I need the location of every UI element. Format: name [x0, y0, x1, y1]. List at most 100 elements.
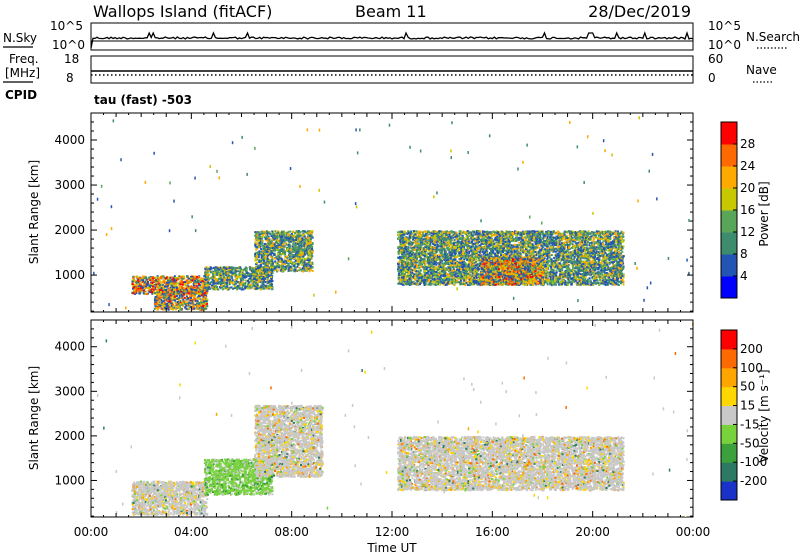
data-pixel	[209, 268, 211, 271]
data-pixel	[296, 265, 299, 268]
data-pixel	[306, 242, 309, 245]
data-pixel	[193, 293, 196, 296]
data-pixel	[192, 307, 195, 310]
data-pixel	[298, 269, 301, 272]
data-pixel	[232, 267, 235, 270]
data-pixel	[160, 287, 163, 290]
data-pixel	[258, 242, 261, 244]
data-pixel	[205, 280, 208, 283]
data-pixel	[257, 285, 260, 288]
data-pixel	[252, 278, 255, 280]
data-pixel	[239, 267, 242, 270]
data-pixel	[233, 273, 236, 276]
data-pixel	[273, 247, 276, 250]
data-pixel	[166, 281, 168, 284]
data-pixel	[162, 304, 165, 307]
data-pixel	[185, 297, 188, 300]
data-pixel	[294, 243, 297, 246]
data-pixel	[231, 279, 234, 282]
data-pixel	[198, 296, 200, 299]
data-pixel	[295, 237, 298, 240]
data-pixel	[272, 242, 275, 245]
data-pixel	[410, 232, 413, 235]
data-pixel	[548, 241, 551, 243]
data-pixel	[225, 287, 228, 290]
data-pixel	[256, 231, 259, 234]
data-pixel	[178, 308, 181, 311]
data-pixel	[251, 277, 253, 280]
data-pixel	[159, 304, 162, 307]
data-pixel	[284, 232, 287, 235]
data-pixel	[258, 259, 261, 262]
data-pixel	[180, 290, 183, 293]
data-pixel	[608, 280, 611, 283]
data-pixel	[157, 283, 160, 286]
data-pixel	[617, 230, 619, 233]
data-pixel	[279, 256, 282, 259]
data-pixel	[307, 245, 310, 248]
data-pixel	[216, 280, 218, 282]
data-pixel	[179, 303, 182, 306]
data-pixel	[183, 287, 186, 290]
data-pixel	[247, 279, 250, 282]
data-pixel	[154, 299, 156, 302]
data-pixel	[620, 232, 623, 235]
data-pixel	[439, 283, 442, 286]
data-pixel	[278, 261, 281, 263]
data-pixel	[140, 289, 143, 292]
data-pixel	[439, 270, 441, 273]
data-pixel	[142, 275, 145, 278]
data-pixel	[164, 294, 167, 297]
data-pixel	[254, 254, 257, 257]
data-pixel	[607, 282, 610, 285]
data-pixel	[264, 285, 267, 288]
data-pixel	[181, 289, 184, 292]
data-pixel	[205, 270, 208, 273]
data-pixel	[255, 268, 258, 270]
data-pixel	[223, 275, 226, 278]
data-pixel	[158, 294, 161, 297]
data-pixel	[236, 267, 239, 269]
data-pixel	[297, 239, 300, 242]
data-pixel	[271, 243, 273, 246]
data-pixel	[281, 267, 284, 270]
data-pixel	[199, 284, 202, 287]
station-title: Wallops Island (fitACF)	[93, 2, 272, 21]
data-pixel	[145, 285, 148, 288]
data-pixel	[258, 272, 261, 275]
data-pixel	[199, 305, 202, 307]
data-pixel	[189, 304, 192, 307]
data-pixel	[212, 275, 215, 277]
data-pixel	[309, 243, 312, 246]
data-pixel	[297, 261, 300, 264]
data-pixel	[276, 244, 279, 247]
data-pixel	[260, 262, 263, 265]
data-pixel	[293, 265, 296, 267]
data-pixel	[562, 257, 564, 260]
data-pixel	[180, 307, 183, 310]
data-pixel	[269, 233, 272, 235]
data-pixel	[238, 285, 241, 287]
data-pixel	[184, 281, 187, 283]
data-pixel	[233, 285, 236, 288]
data-pixel	[605, 279, 608, 282]
data-pixel	[311, 270, 314, 272]
data-pixel	[237, 267, 240, 270]
data-pixel	[156, 304, 159, 307]
data-pixel	[206, 271, 209, 274]
data-pixel	[150, 282, 153, 285]
data-pixel	[243, 274, 246, 276]
data-pixel	[167, 296, 170, 299]
data-pixel	[239, 266, 242, 269]
data-pixel	[137, 276, 140, 279]
data-pixel	[407, 230, 410, 233]
data-pixel	[132, 277, 135, 280]
data-pixel	[198, 306, 201, 309]
data-pixel	[285, 266, 288, 269]
data-pixel	[196, 280, 199, 282]
data-pixel	[179, 283, 182, 286]
data-pixel	[308, 248, 311, 251]
data-pixel	[213, 281, 215, 284]
data-pixel	[254, 253, 257, 255]
data-pixel	[132, 287, 134, 290]
